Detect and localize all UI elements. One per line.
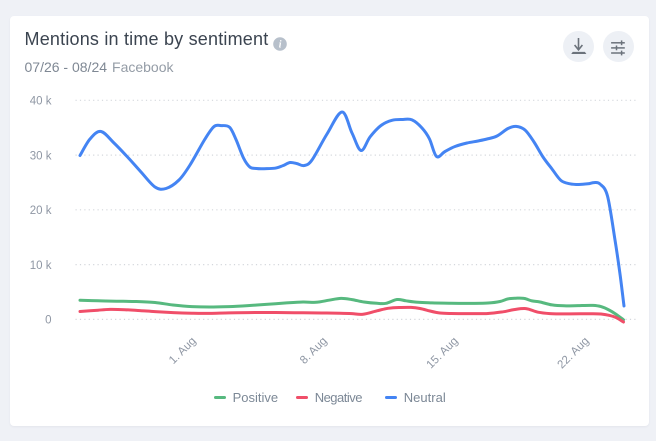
svg-text:8. Aug: 8. Aug <box>298 335 330 367</box>
svg-text:0: 0 <box>45 315 51 327</box>
svg-text:30 k: 30 k <box>30 150 52 162</box>
svg-text:1. Aug: 1. Aug <box>167 335 199 367</box>
svg-text:10 k: 10 k <box>30 260 52 272</box>
svg-text:15. Aug: 15. Aug <box>425 335 461 371</box>
svg-text:40 k: 40 k <box>30 96 52 108</box>
svg-text:20 k: 20 k <box>30 205 52 217</box>
svg-text:i: i <box>279 39 282 50</box>
svg-text:22. Aug: 22. Aug <box>556 335 592 371</box>
